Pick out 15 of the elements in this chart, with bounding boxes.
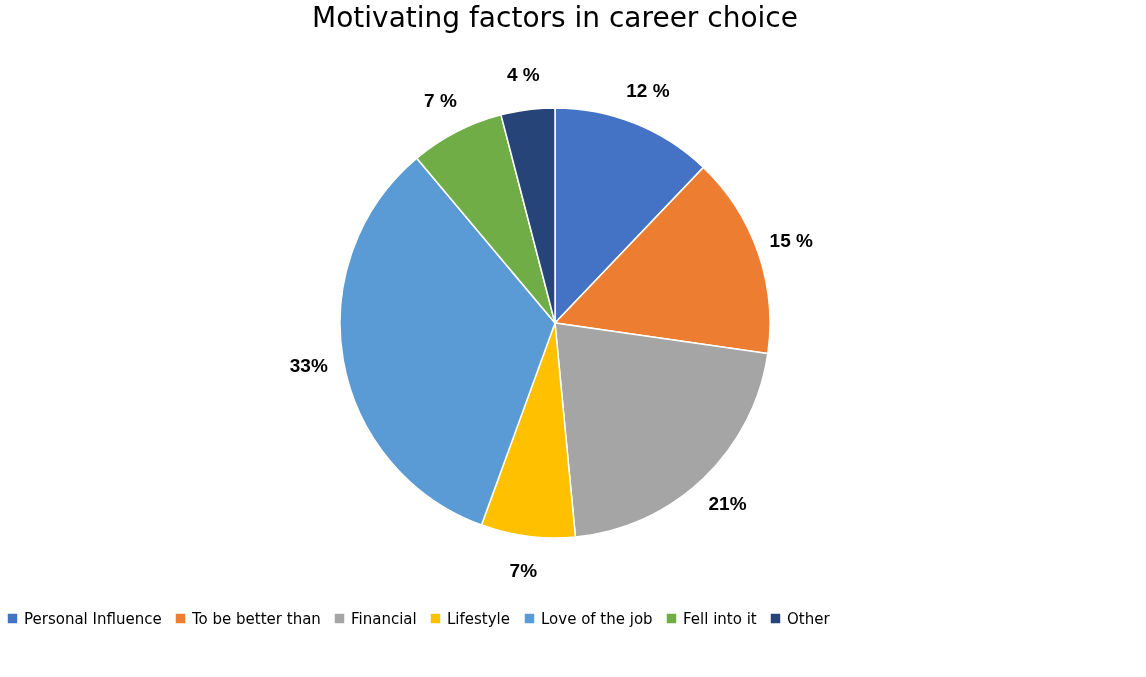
data-label: 7% (509, 559, 538, 581)
legend-label: Other (787, 609, 831, 628)
legend-label: Lifestyle (447, 609, 511, 628)
data-label: 12 % (626, 79, 670, 101)
data-label: 21% (708, 492, 747, 514)
legend-label: To be better than (191, 609, 321, 628)
data-label: 33% (289, 355, 328, 377)
data-label: 15 % (769, 230, 814, 252)
legend-label: Love of the job (541, 609, 653, 628)
legend-label: Financial (351, 609, 417, 628)
data-label: 7 % (424, 89, 457, 111)
chart-title: Motivating factors in career choice (312, 1, 798, 34)
legend-label: Fell into it (683, 609, 757, 628)
legend-label: Personal Influence (24, 609, 162, 628)
data-label: 4 % (506, 64, 540, 86)
